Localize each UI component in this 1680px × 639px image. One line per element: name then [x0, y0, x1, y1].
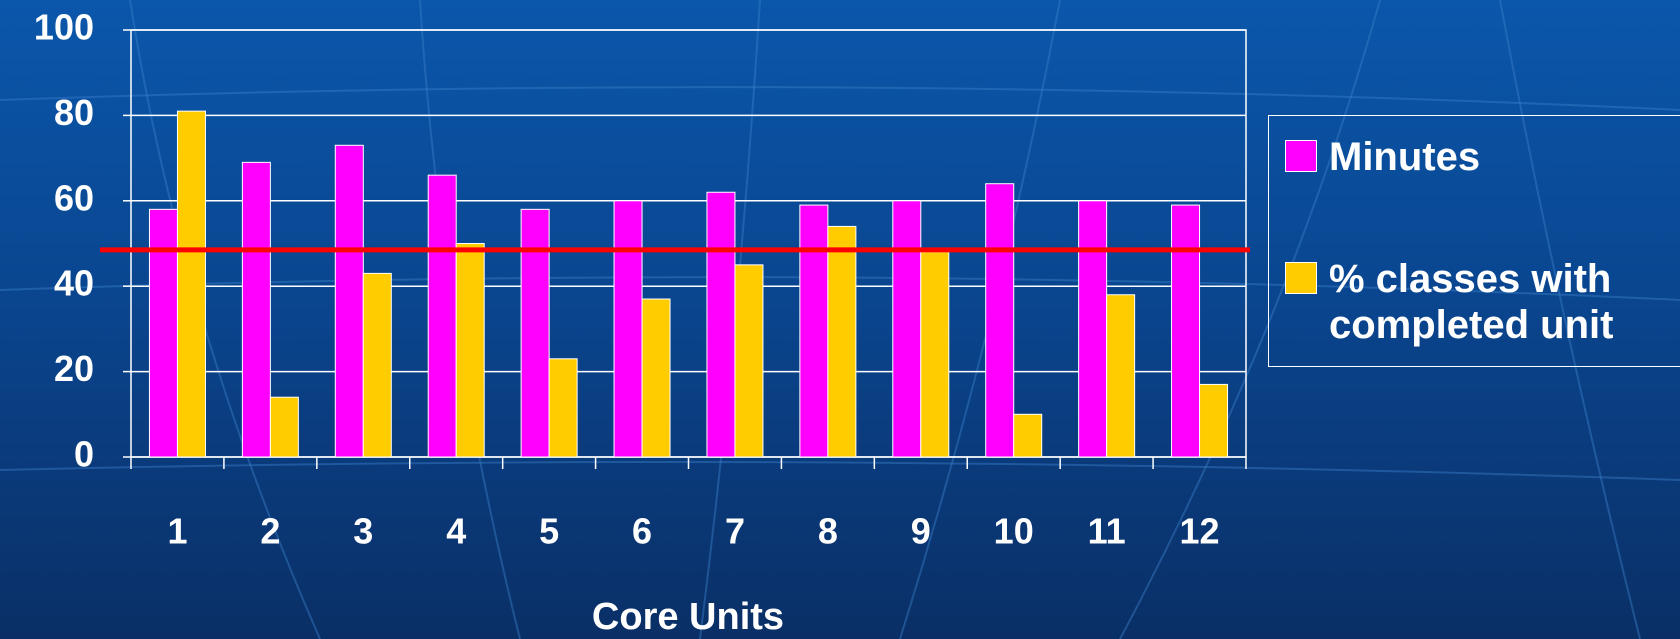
x-tick-label: 3: [353, 511, 373, 552]
bar: [613, 200, 643, 458]
bar: [269, 396, 299, 458]
x-tick-label: 7: [725, 511, 745, 552]
bar: [362, 272, 392, 458]
bar: [176, 110, 206, 458]
x-tick-label: 8: [818, 511, 838, 552]
bar: [706, 191, 736, 458]
bar: [548, 358, 578, 458]
legend-entry: % classes with completed unit: [1285, 256, 1669, 348]
legend-swatch: [1285, 262, 1317, 294]
x-tick-label: 10: [994, 511, 1034, 552]
bar: [148, 208, 178, 458]
legend-swatch: [1285, 140, 1317, 172]
x-tick-label: 1: [167, 511, 187, 552]
bar: [520, 208, 550, 458]
bar: [1078, 200, 1108, 458]
bar: [1199, 383, 1229, 458]
bar: [455, 243, 485, 458]
bar: [734, 264, 764, 458]
x-tick-label: 9: [911, 511, 931, 552]
y-tick-label: 40: [54, 263, 94, 304]
legend-entry: Minutes: [1285, 134, 1669, 180]
y-tick-label: 80: [54, 92, 94, 133]
bar: [1013, 413, 1043, 458]
bar: [892, 200, 922, 458]
bar: [334, 144, 364, 458]
x-tick-label: 12: [1180, 511, 1220, 552]
bar: [427, 174, 457, 458]
x-tick-label: 4: [446, 511, 466, 552]
x-tick-label: 11: [1088, 511, 1126, 552]
legend-label: % classes with completed unit: [1329, 257, 1614, 347]
legend-label: Minutes: [1329, 135, 1481, 179]
bar: [799, 204, 829, 458]
y-tick-label: 100: [34, 7, 94, 48]
y-tick-label: 20: [54, 348, 94, 389]
y-tick-label: 0: [74, 434, 94, 475]
bar: [641, 298, 671, 458]
y-tick-label: 60: [54, 177, 94, 218]
bar: [827, 225, 857, 458]
bar: [985, 183, 1015, 458]
bar: [1171, 204, 1201, 458]
bar: [920, 251, 950, 458]
bar: [1106, 294, 1136, 458]
legend: Minutes % classes with completed unit: [1268, 115, 1680, 367]
x-tick-label: 2: [260, 511, 280, 552]
bar: [241, 161, 271, 458]
x-axis-title: Core Units: [592, 596, 784, 638]
x-tick-label: 6: [632, 511, 652, 552]
x-tick-label: 5: [539, 511, 559, 552]
